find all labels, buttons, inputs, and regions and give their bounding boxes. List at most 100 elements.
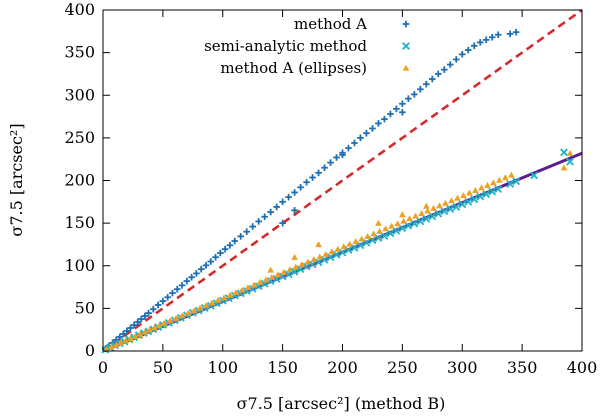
data-point bbox=[173, 285, 181, 293]
data-point bbox=[482, 36, 490, 44]
data-point bbox=[363, 129, 370, 137]
data-point bbox=[375, 120, 382, 127]
data-point bbox=[159, 297, 167, 305]
data-point bbox=[346, 240, 353, 247]
data-point bbox=[328, 248, 336, 255]
data-point bbox=[428, 212, 437, 221]
data-point bbox=[308, 260, 317, 269]
x-tick-label: 350 bbox=[507, 358, 538, 377]
data-point bbox=[452, 56, 460, 63]
data-point bbox=[197, 265, 205, 273]
x-tick-label: 200 bbox=[327, 358, 358, 377]
data-point bbox=[345, 144, 352, 152]
data-point bbox=[232, 289, 240, 296]
data-point bbox=[298, 261, 306, 268]
data-point bbox=[172, 314, 180, 321]
data-point bbox=[488, 33, 496, 41]
data-point bbox=[394, 220, 401, 227]
data-points bbox=[101, 28, 574, 354]
data-point bbox=[478, 184, 485, 191]
data-point bbox=[352, 238, 359, 245]
data-point bbox=[134, 318, 142, 326]
y-tick-label: 100 bbox=[64, 256, 95, 275]
y-tick-label: 50 bbox=[75, 298, 95, 317]
data-point bbox=[291, 189, 298, 196]
data-point bbox=[249, 223, 256, 230]
data-point bbox=[212, 253, 219, 261]
data-point bbox=[422, 214, 431, 223]
data-point bbox=[442, 199, 449, 206]
data-point bbox=[494, 185, 503, 193]
data-point bbox=[280, 268, 288, 275]
data-point bbox=[267, 266, 274, 273]
data-point bbox=[136, 330, 144, 337]
data-point bbox=[231, 237, 239, 245]
data-point bbox=[238, 286, 246, 293]
data-point bbox=[193, 270, 200, 277]
data-point bbox=[560, 148, 568, 157]
data-point bbox=[166, 317, 174, 324]
data-point bbox=[435, 70, 442, 78]
data-point bbox=[279, 198, 286, 206]
y-tick-label: 400 bbox=[64, 0, 95, 19]
data-point bbox=[108, 343, 115, 350]
data-point bbox=[169, 289, 176, 297]
data-point bbox=[357, 134, 364, 142]
data-point bbox=[494, 31, 502, 39]
data-point bbox=[207, 258, 215, 265]
data-point bbox=[446, 61, 454, 68]
data-point bbox=[410, 219, 419, 228]
data-point bbox=[496, 176, 503, 183]
y-tick-label: 200 bbox=[64, 171, 95, 190]
data-point bbox=[112, 341, 120, 348]
data-point bbox=[393, 105, 400, 113]
data-point bbox=[291, 207, 298, 214]
data-point bbox=[196, 304, 204, 311]
data-point bbox=[146, 326, 154, 333]
x-tick-label: 400 bbox=[567, 358, 598, 377]
x-axis-label: σ7.5 [arcsec²] (method B) bbox=[237, 394, 446, 413]
data-point bbox=[506, 179, 515, 188]
data-point bbox=[405, 95, 412, 102]
data-point bbox=[416, 217, 425, 226]
data-point bbox=[369, 125, 376, 132]
data-point bbox=[141, 328, 149, 335]
data-point bbox=[217, 249, 224, 257]
y-tick-label: 350 bbox=[64, 43, 95, 62]
data-point bbox=[429, 75, 436, 83]
data-point bbox=[512, 28, 520, 36]
data-point bbox=[423, 80, 430, 88]
data-point bbox=[332, 250, 341, 259]
x-tick-label: 50 bbox=[153, 358, 173, 377]
data-point bbox=[488, 187, 497, 196]
data-point bbox=[560, 164, 568, 171]
data-point bbox=[376, 227, 383, 234]
y-tick-label: 0 bbox=[85, 341, 95, 360]
data-point bbox=[122, 337, 130, 343]
data-point bbox=[226, 291, 234, 298]
data-point bbox=[326, 253, 335, 262]
data-point bbox=[502, 174, 509, 181]
data-point bbox=[190, 307, 198, 314]
data-point bbox=[530, 171, 539, 180]
data-point bbox=[470, 195, 479, 204]
data-point bbox=[476, 192, 485, 201]
data-point bbox=[164, 293, 171, 301]
data-point bbox=[440, 66, 448, 73]
data-point bbox=[375, 219, 382, 226]
data-point bbox=[208, 299, 216, 306]
data-point bbox=[184, 309, 192, 316]
x-tick-label: 150 bbox=[267, 358, 298, 377]
data-point bbox=[333, 154, 340, 161]
data-point bbox=[220, 294, 228, 301]
data-point bbox=[339, 151, 346, 159]
data-point bbox=[381, 115, 388, 123]
data-point bbox=[440, 207, 449, 216]
y-axis-label: σ7.5 [arcsec²] bbox=[7, 123, 26, 236]
data-point bbox=[399, 100, 406, 108]
data-point bbox=[484, 181, 491, 188]
data-point bbox=[292, 263, 300, 270]
data-point bbox=[411, 91, 418, 98]
data-point bbox=[470, 42, 478, 50]
